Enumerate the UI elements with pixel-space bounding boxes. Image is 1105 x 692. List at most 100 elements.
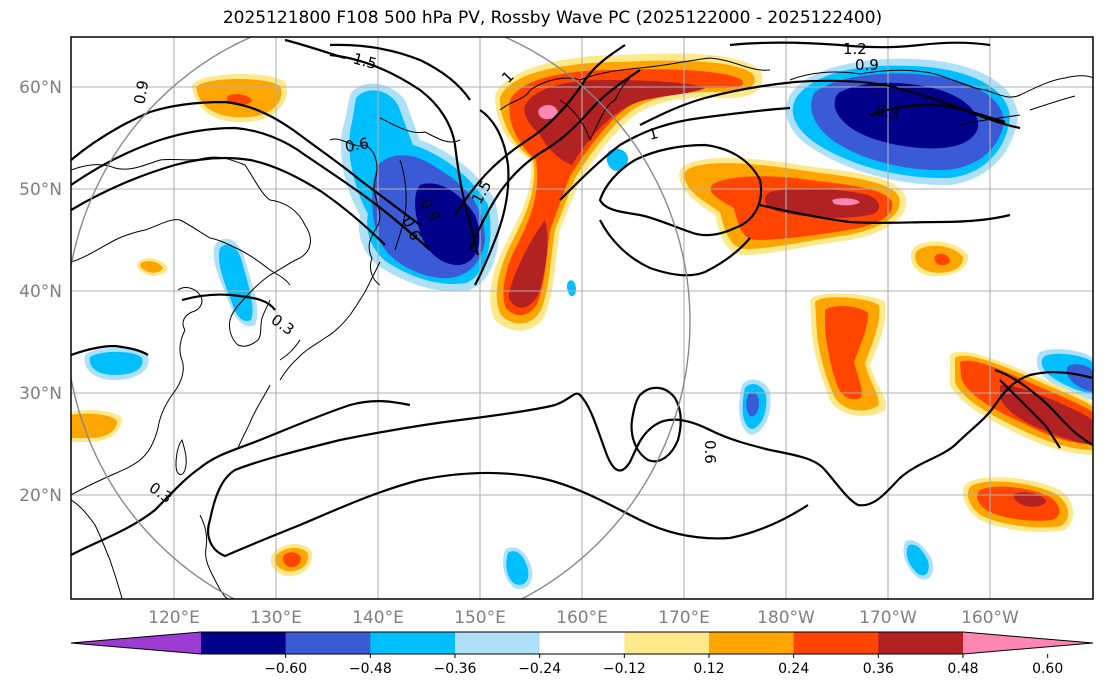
contour-label: 1.5: [351, 49, 379, 73]
pv-contour-west-small: [71, 344, 149, 357]
pv-contour-east-band: [759, 203, 1011, 224]
anomaly-blob-mid-pacific-3: [825, 306, 868, 400]
coast-manchuria: [71, 219, 291, 286]
contour-label: 0.9: [130, 79, 152, 106]
pv-contour-1p5-arc: [329, 53, 480, 256]
anomaly-blob-tiny-2: [566, 280, 576, 297]
pv-contour-loop-south: [630, 386, 682, 463]
lat-label: 30°N: [19, 384, 62, 404]
anomaly-blob-east-pacific-3: [1066, 364, 1093, 392]
coast-south-china: [71, 499, 123, 599]
contour-label: 0.3: [874, 101, 901, 123]
colorbar-segment: [539, 632, 625, 654]
colorbar: −0.60 −0.48 −0.36 −0.24 −0.12 0.12 0.24 0.36 0.4…: [70, 631, 1094, 677]
anomaly-blob-okhotsk-6: [538, 104, 558, 120]
anomaly-blob-south-2b: [906, 544, 929, 576]
coast-kamchatka: [559, 77, 631, 142]
anomaly-blob-hawaii-4: [1014, 492, 1046, 507]
colorbar-outline: [70, 631, 1094, 655]
pv-contour-0p6-north: [71, 156, 386, 246]
coast-taiwan: [175, 438, 187, 476]
pv-contour-1p2-north: [329, 43, 471, 101]
anomaly-blob-small-1b: [140, 260, 163, 273]
lat-label: 20°N: [19, 486, 62, 506]
coast-alaska: [789, 69, 1093, 98]
contour-label: 1.2: [843, 40, 867, 58]
pv-contour-0p6-south: [208, 371, 1093, 521]
pv-contour-ne-band: [994, 368, 1093, 447]
pv-contour-0p9-mid: [71, 126, 431, 251]
colorbar-segment: [370, 632, 456, 654]
colorbar-segment: [201, 632, 287, 654]
coast-ryukyu: [237, 384, 271, 449]
anomaly-blob-bering-4: [834, 82, 979, 149]
map-frame: [70, 36, 1094, 600]
contour-label: 0.6: [701, 440, 719, 464]
coast-siberia: [329, 138, 381, 286]
figure-title: 2025121800 F108 500 hPa PV, Rossby Wave …: [222, 8, 883, 28]
pv-contour-korea: [181, 293, 276, 311]
colorbar-tick-label: −0.12: [603, 661, 646, 677]
anomaly-blob-south-1b: [506, 551, 529, 585]
colorbar-segment: [285, 632, 371, 654]
pv-contour-0p3: [71, 400, 411, 556]
colorbar-tick-label: −0.48: [349, 661, 392, 677]
colorbar-tick-label: −0.36: [434, 661, 477, 677]
anomaly-blob-china-2: [89, 351, 143, 375]
lon-label: 150°E: [454, 608, 506, 628]
latitude-labels: 60°N 50°N 40°N 30°N 20°N: [19, 78, 62, 506]
lon-label: 160°W: [961, 608, 1019, 628]
pv-contour-1p5-okhotsk: [474, 109, 510, 286]
pv-contour-0p9-west: [71, 100, 421, 226]
lat-label: 40°N: [19, 282, 62, 302]
pv-contour-1p0-okhotsk: [454, 44, 626, 216]
lon-label: 180°W: [757, 608, 815, 628]
pv-contour-1p2-ne: [729, 41, 991, 49]
anomaly-blob-tiny: [606, 148, 628, 171]
colorbar-segment: [455, 632, 541, 654]
lon-label: 170°W: [859, 608, 917, 628]
contour-label: 0.9: [855, 56, 879, 74]
pv-contour-ne-band-2: [999, 379, 1061, 449]
pv-contour-1p5-north: [284, 38, 346, 60]
anomaly-blob-aleutian-5: [832, 198, 860, 206]
colorbar-tick-label: 0.48: [947, 661, 978, 677]
coast-bohai: [177, 287, 203, 331]
coast-korea: [229, 297, 271, 347]
pv-contour-south-ridge: [599, 219, 751, 277]
contour-label: 0.6: [344, 134, 371, 156]
colorbar-tick-label: 0.24: [778, 661, 809, 677]
colorbar-tick-label: 0.36: [863, 661, 894, 677]
pv-contour-0p6-west: [207, 471, 809, 558]
colorbar-tick-label: 0.12: [693, 661, 724, 677]
colorbar-segment: [793, 632, 879, 654]
lon-label: 130°E: [250, 608, 302, 628]
anomaly-blob-small-2b: [71, 413, 117, 438]
anomaly-blob-small-4c: [283, 552, 301, 568]
lat-label: 50°N: [19, 180, 62, 200]
lon-label: 140°E: [352, 608, 404, 628]
colorbar-tick-label: 0.60: [1032, 661, 1063, 677]
lat-label: 60°N: [19, 78, 62, 98]
anomaly-blob-ne-pacific-4: [1000, 385, 1093, 445]
coast-okhotsk: [379, 57, 771, 143]
colorbar-tick-label: −0.60: [264, 661, 307, 677]
colorbar-segment: [624, 632, 710, 654]
anomaly-blob-central-pacific-3: [746, 392, 759, 417]
anomaly-blob-korea-2: [218, 244, 253, 322]
pv-contour-1-ne: [559, 106, 791, 201]
lon-label: 160°E: [556, 608, 608, 628]
pv-contour-0p3-ne: [869, 103, 1006, 124]
lon-label: 170°E: [658, 608, 710, 628]
coast-japan: [279, 261, 381, 381]
great-circle-radius: [71, 37, 691, 599]
anomaly-blob-small-3c: [934, 253, 950, 266]
colorbar-extend-low: [71, 632, 201, 654]
anomaly-blob-okhotsk-5: [508, 220, 548, 308]
colorbar-segment: [878, 632, 964, 654]
colorbar-tick-label: −0.24: [518, 661, 561, 677]
pv-contour-1p0-trough: [468, 69, 641, 251]
graticule: [71, 37, 1093, 599]
anomaly-blob-aleutian-4: [764, 188, 880, 218]
